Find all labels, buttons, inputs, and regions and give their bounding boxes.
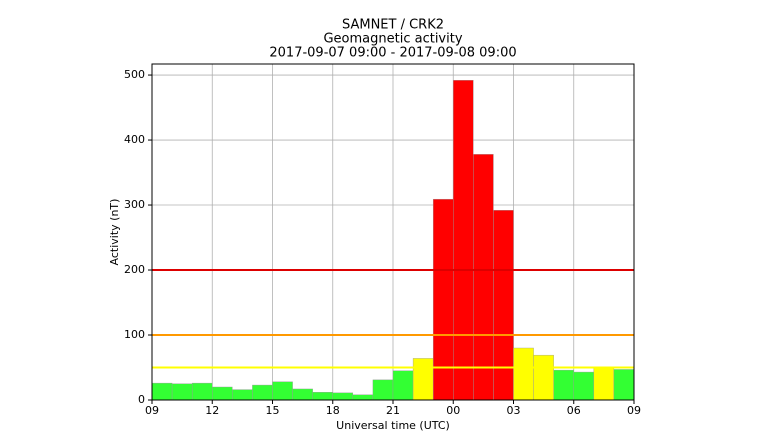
bar (493, 210, 514, 401)
bar (232, 389, 253, 401)
bar (473, 154, 494, 401)
chart-subtitle: Geomagnetic activity (323, 32, 462, 47)
y-tick-label: 200 (124, 263, 145, 276)
x-tick-label: 00 (446, 404, 460, 417)
x-tick-label: 09 (145, 404, 159, 417)
bar (593, 367, 615, 401)
bar (533, 354, 554, 401)
bar (312, 392, 333, 401)
bar (613, 369, 635, 401)
chart-period: 2017-09-07 09:00 - 2017-09-08 09:00 (269, 46, 516, 61)
x-axis-label: Universal time (UTC) (336, 419, 450, 432)
bar (553, 369, 574, 401)
bar (212, 386, 233, 401)
bar (573, 371, 595, 401)
x-tick-label: 18 (326, 404, 340, 417)
x-tick-label: 03 (507, 404, 521, 417)
y-tick-label: 400 (124, 133, 145, 146)
x-tick-label: 12 (205, 404, 219, 417)
bar (432, 198, 454, 401)
bar (292, 388, 313, 401)
bar (392, 370, 414, 401)
bar (352, 394, 374, 401)
bar (372, 379, 394, 401)
bar (513, 347, 534, 401)
bar (171, 383, 193, 401)
y-axis-label: Activity (nT) (108, 199, 121, 266)
bar (272, 381, 293, 401)
y-tick-label: 100 (124, 328, 145, 341)
bar (191, 382, 213, 401)
bar (252, 384, 273, 401)
bar (332, 392, 354, 401)
y-tick-label: 0 (138, 393, 145, 406)
chart-title: SAMNET / CRK2 (342, 18, 444, 33)
bar (151, 382, 173, 401)
y-tick-label: 300 (124, 198, 145, 211)
bar (412, 358, 434, 401)
x-tick-label: 09 (627, 404, 641, 417)
y-tick-label: 500 (124, 68, 145, 81)
bar (453, 80, 474, 401)
x-tick-label: 15 (266, 404, 280, 417)
x-tick-label: 06 (567, 404, 581, 417)
x-tick-label: 21 (386, 404, 400, 417)
